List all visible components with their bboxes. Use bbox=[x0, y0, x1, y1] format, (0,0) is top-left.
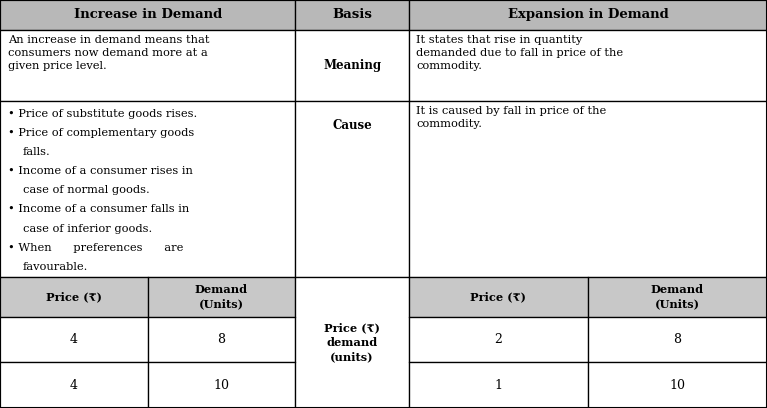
Bar bbox=[0, 0, 295, 30]
Bar bbox=[409, 362, 588, 408]
Bar bbox=[295, 30, 409, 101]
Text: Price (₹): Price (₹) bbox=[46, 291, 102, 302]
Text: Cause: Cause bbox=[332, 119, 372, 132]
Bar bbox=[409, 317, 588, 362]
Text: It is caused by fall in price of the
commodity.: It is caused by fall in price of the com… bbox=[416, 106, 607, 129]
Text: Meaning: Meaning bbox=[323, 59, 381, 72]
Bar bbox=[0, 362, 147, 408]
Text: Expansion in Demand: Expansion in Demand bbox=[508, 9, 668, 21]
Text: falls.: falls. bbox=[23, 147, 51, 157]
Bar bbox=[588, 317, 767, 362]
Text: Demand
(Units): Demand (Units) bbox=[195, 284, 248, 309]
Text: Price (₹)
demand
(units): Price (₹) demand (units) bbox=[324, 322, 380, 362]
Text: 1: 1 bbox=[495, 379, 502, 392]
Bar bbox=[295, 101, 409, 277]
Text: case of normal goods.: case of normal goods. bbox=[23, 185, 150, 195]
Text: • Price of substitute goods rises.: • Price of substitute goods rises. bbox=[8, 109, 197, 119]
Bar bbox=[588, 362, 767, 408]
Text: Basis: Basis bbox=[332, 9, 372, 21]
Bar bbox=[409, 0, 767, 30]
Bar bbox=[588, 277, 767, 317]
Bar bbox=[409, 101, 767, 277]
Text: • Income of a consumer rises in: • Income of a consumer rises in bbox=[8, 166, 193, 176]
Text: 2: 2 bbox=[495, 333, 502, 346]
Bar bbox=[409, 30, 767, 101]
Bar bbox=[0, 30, 295, 101]
Text: favourable.: favourable. bbox=[23, 262, 88, 272]
Bar bbox=[295, 0, 409, 30]
Text: Increase in Demand: Increase in Demand bbox=[74, 9, 222, 21]
Text: case of inferior goods.: case of inferior goods. bbox=[23, 224, 153, 234]
Text: • Income of a consumer falls in: • Income of a consumer falls in bbox=[8, 204, 189, 215]
Text: 10: 10 bbox=[670, 379, 686, 392]
Text: 10: 10 bbox=[213, 379, 229, 392]
Text: Demand
(Units): Demand (Units) bbox=[651, 284, 704, 309]
Text: • Price of complementary goods: • Price of complementary goods bbox=[8, 128, 194, 138]
Text: 4: 4 bbox=[70, 333, 77, 346]
Text: Price (₹): Price (₹) bbox=[470, 291, 526, 302]
Bar bbox=[0, 317, 147, 362]
Text: It states that rise in quantity
demanded due to fall in price of the
commodity.: It states that rise in quantity demanded… bbox=[416, 35, 624, 71]
Bar bbox=[147, 277, 295, 317]
Text: 8: 8 bbox=[218, 333, 225, 346]
Bar bbox=[0, 101, 295, 277]
Bar bbox=[147, 362, 295, 408]
Bar bbox=[147, 317, 295, 362]
Text: An increase in demand means that
consumers now demand more at a
given price leve: An increase in demand means that consume… bbox=[8, 35, 209, 71]
Text: 4: 4 bbox=[70, 379, 77, 392]
Bar bbox=[0, 277, 147, 317]
Bar bbox=[295, 277, 409, 408]
Bar bbox=[409, 277, 588, 317]
Text: • When      preferences      are: • When preferences are bbox=[8, 243, 183, 253]
Text: 8: 8 bbox=[673, 333, 681, 346]
